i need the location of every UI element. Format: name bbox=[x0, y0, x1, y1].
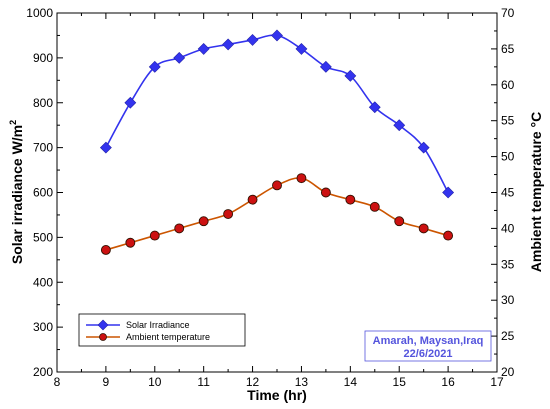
y-left-tick-label: 200 bbox=[33, 365, 53, 379]
y-left-tick-label: 600 bbox=[33, 186, 53, 200]
solar-irradiance-point bbox=[173, 51, 186, 64]
ambient-temperature-point bbox=[345, 194, 356, 205]
ambient-temperature-point bbox=[296, 173, 307, 184]
x-tick-label: 9 bbox=[103, 375, 110, 389]
x-axis-label: Time (hr) bbox=[247, 387, 307, 403]
legend-marker-solar bbox=[97, 319, 109, 331]
ambient-temperature-point bbox=[418, 223, 429, 234]
x-tick-label: 17 bbox=[490, 375, 504, 389]
ambient-temperature-point bbox=[369, 201, 380, 212]
y-right-tick-label: 65 bbox=[501, 42, 515, 56]
plot-frame bbox=[56, 12, 498, 373]
y-left-tick-label: 1000 bbox=[26, 6, 53, 20]
legend-box bbox=[78, 313, 246, 347]
x-tick-label: 16 bbox=[441, 375, 455, 389]
ambient-temperature-point bbox=[100, 244, 111, 255]
solar-irradiance-point bbox=[417, 141, 430, 154]
y-right-tick-label: 40 bbox=[501, 221, 515, 235]
solar-irradiance-point bbox=[393, 119, 406, 132]
y-right-tick-label: 60 bbox=[501, 78, 515, 92]
y-left-axis-ticks: 200 300 400 500 600 700 800 900 1000 bbox=[26, 6, 63, 379]
y-left-tick-label: 500 bbox=[33, 230, 53, 244]
y-left-tick-label: 400 bbox=[33, 275, 53, 289]
ambient-temperature-point bbox=[443, 230, 454, 241]
legend: Solar Irradiance Ambient temperature bbox=[78, 313, 246, 347]
y-right-tick-label: 50 bbox=[501, 150, 515, 164]
y-left-axis-label-text: Solar irradiance W/m bbox=[9, 125, 25, 264]
y-left-axis-label: Solar irradiance W/m2 bbox=[8, 120, 25, 264]
ambient-temperature-point bbox=[174, 223, 185, 234]
ambient-temperature-point bbox=[198, 216, 209, 227]
y-right-tick-label: 25 bbox=[501, 329, 515, 343]
y-left-tick-label: 800 bbox=[33, 96, 53, 110]
solar-irradiance-point bbox=[344, 69, 357, 82]
x-tick-label: 14 bbox=[344, 375, 358, 389]
solar-irradiance-point bbox=[368, 101, 381, 114]
x-tick-label: 11 bbox=[197, 375, 210, 389]
legend-label-temperature: Ambient temperature bbox=[126, 332, 210, 342]
y-right-tick-label: 35 bbox=[501, 257, 515, 271]
ambient-temperature-point bbox=[149, 230, 160, 241]
ambient-temperature-point bbox=[394, 216, 405, 227]
ambient-temperature-point bbox=[247, 194, 258, 205]
annotation: Amarah, Maysan,Iraq 22/6/2021 bbox=[364, 330, 492, 362]
legend-label-solar: Solar Irradiance bbox=[126, 320, 190, 330]
y-left-axis-label-superscript: 2 bbox=[8, 120, 18, 125]
ambient-temperature-point bbox=[320, 187, 331, 198]
ambient-temperature-point bbox=[272, 180, 282, 191]
x-tick-label: 8 bbox=[54, 375, 61, 389]
y-right-axis-ticks: 20 25 30 35 40 45 50 55 60 65 70 bbox=[491, 6, 515, 379]
y-left-tick-label: 900 bbox=[33, 51, 53, 65]
solar-irradiance-point bbox=[246, 34, 259, 46]
y-right-tick-label: 30 bbox=[501, 293, 515, 307]
ambient-temperature-point bbox=[223, 209, 234, 219]
plot-area bbox=[56, 12, 498, 373]
y-left-tick-label: 300 bbox=[33, 320, 53, 334]
solar-irradiance-point bbox=[319, 60, 332, 73]
ambient-temperature-point bbox=[125, 237, 136, 248]
y-right-tick-label: 55 bbox=[501, 114, 515, 128]
x-axis-ticks: 8 9 10 11 12 13 14 15 16 17 bbox=[54, 13, 504, 389]
legend-marker-temperature bbox=[99, 333, 107, 341]
solar-irradiance-point bbox=[197, 42, 210, 55]
x-tick-label: 13 bbox=[295, 375, 309, 389]
solar-irradiance-point bbox=[148, 60, 161, 73]
x-tick-label: 12 bbox=[246, 375, 260, 389]
solar-irradiance-point bbox=[271, 29, 283, 42]
annotation-location: Amarah, Maysan,Iraq bbox=[373, 335, 484, 347]
y-left-tick-label: 700 bbox=[33, 141, 53, 155]
annotation-date: 22/6/2021 bbox=[404, 348, 453, 360]
solar-irradiance-point bbox=[295, 42, 308, 55]
y-right-tick-label: 45 bbox=[501, 186, 515, 200]
solar-irradiance-point bbox=[124, 96, 137, 109]
annotation-box bbox=[364, 330, 492, 362]
x-tick-label: 15 bbox=[393, 375, 407, 389]
y-right-tick-label: 70 bbox=[501, 6, 515, 20]
series-layer bbox=[99, 29, 455, 255]
solar-irradiance-point bbox=[222, 38, 235, 51]
y-right-tick-label: 20 bbox=[501, 365, 515, 379]
solar-irradiance-point bbox=[99, 141, 112, 154]
solar-irradiance-point bbox=[442, 186, 455, 199]
y-right-axis-label: Ambient temperature °C bbox=[528, 112, 544, 272]
x-tick-label: 10 bbox=[148, 375, 162, 389]
